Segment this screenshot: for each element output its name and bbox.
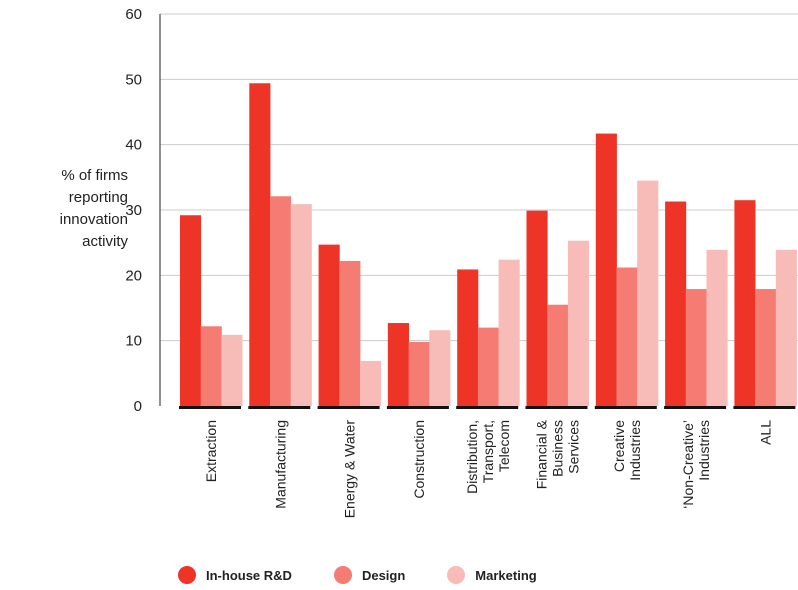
category-baseline <box>456 406 519 409</box>
bar <box>249 83 271 407</box>
x-tick-label: Energy & Water <box>342 420 358 519</box>
bar <box>429 330 451 406</box>
category-baseline <box>179 406 241 409</box>
bar <box>290 204 312 406</box>
bar <box>477 327 499 406</box>
y-axis-label: % of firms reporting innovation activity <box>0 165 128 253</box>
bar <box>360 360 382 406</box>
x-tick-label: Creative <box>611 420 627 472</box>
y-tick-label: 20 <box>125 267 142 284</box>
bar <box>567 240 589 406</box>
x-tick-label: ALL <box>757 420 773 445</box>
legend: In-house R&D Design Marketing <box>178 566 579 584</box>
x-tick-label: ‘Non-Creative’ <box>680 420 696 509</box>
legend-label: Marketing <box>475 567 537 583</box>
legend-item-in-house-rd: In-house R&D <box>178 566 292 584</box>
x-tick-label: Business <box>550 420 566 477</box>
x-tick-label: Financial & <box>534 419 550 489</box>
x-tick-label: Manufacturing <box>272 420 288 509</box>
x-tick-label: Construction <box>411 420 427 499</box>
legend-swatch <box>447 566 466 584</box>
y-axis-label-line: reporting <box>68 189 128 206</box>
legend-swatch <box>178 566 196 584</box>
x-tick-label: Extraction <box>203 420 219 482</box>
x-tick-label: Industries <box>627 420 643 481</box>
bar <box>318 244 340 406</box>
category-baseline <box>386 406 449 409</box>
y-tick-label: 0 <box>134 398 142 415</box>
bar <box>775 249 797 406</box>
bar <box>498 259 520 406</box>
x-tick-label: Transport, <box>480 420 496 483</box>
bar <box>339 260 361 406</box>
bar <box>734 200 756 406</box>
bar <box>408 341 430 406</box>
bar <box>180 215 202 406</box>
y-axis-label-line: activity <box>82 233 128 250</box>
category-baseline <box>733 406 796 409</box>
bar <box>616 267 638 406</box>
x-tick-label: Industries <box>696 420 712 481</box>
bar <box>665 201 687 406</box>
category-baseline <box>594 406 657 409</box>
bar <box>755 289 777 406</box>
y-tick-label: 50 <box>125 71 142 88</box>
bar <box>637 180 659 406</box>
y-tick-label: 10 <box>125 333 142 350</box>
legend-item-marketing: Marketing <box>447 566 537 584</box>
bar <box>457 269 479 406</box>
y-tick-label: 30 <box>125 202 142 219</box>
x-tick-label: Distribution, <box>464 420 480 494</box>
legend-label: In-house R&D <box>206 567 292 583</box>
category-baseline <box>317 406 380 409</box>
legend-swatch <box>333 566 352 584</box>
bar <box>685 289 707 406</box>
bar <box>595 133 617 406</box>
category-baseline <box>525 406 588 409</box>
y-axis-label-line: % of firms <box>61 167 128 184</box>
y-axis-label-line: innovation <box>59 211 128 228</box>
bar <box>547 304 569 406</box>
x-tick-label: Services <box>566 420 582 474</box>
bar <box>270 196 292 406</box>
bar <box>200 326 222 406</box>
bar <box>387 323 409 406</box>
bar <box>526 210 548 406</box>
legend-label: Design <box>361 567 406 583</box>
category-baseline <box>248 406 311 409</box>
x-tick-label: Telecom <box>496 420 512 472</box>
y-tick-label: 60 <box>125 6 142 23</box>
category-baseline <box>664 406 727 409</box>
bar <box>221 334 243 406</box>
y-tick-label: 40 <box>125 137 142 154</box>
legend-item-design: Design <box>333 566 406 584</box>
bar <box>706 249 728 406</box>
